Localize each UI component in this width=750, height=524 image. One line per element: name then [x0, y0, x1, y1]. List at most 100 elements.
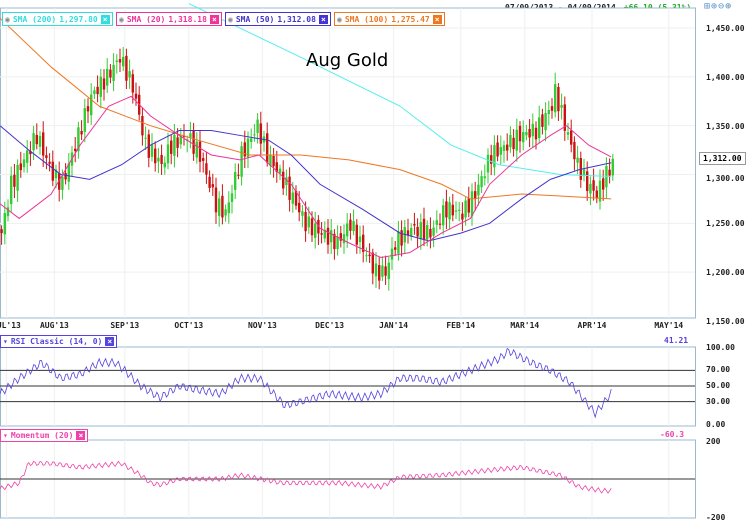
- candle-body: [99, 76, 102, 97]
- candle-body: [189, 133, 192, 138]
- crosshair-icon[interactable]: ⊞: [704, 1, 711, 12]
- candle-body: [589, 183, 592, 194]
- rsi-tick: 100.00: [706, 343, 735, 352]
- candle-body: [208, 176, 211, 188]
- close-icon[interactable]: ×: [76, 431, 86, 440]
- candle-body: [154, 148, 157, 164]
- candle-body: [29, 151, 32, 155]
- radio-icon[interactable]: ◉: [5, 14, 10, 24]
- x-tick: AUG'13: [39, 321, 69, 330]
- radio-icon[interactable]: ◉: [337, 14, 342, 24]
- candle-body: [541, 114, 544, 127]
- candle-body: [554, 84, 557, 113]
- candle-body: [102, 78, 106, 90]
- toolbar: ⊞ ⊕ ⊖ ⊛: [704, 1, 731, 12]
- candle-body: [426, 225, 429, 240]
- candle-body: [13, 174, 16, 187]
- candle-body: [416, 226, 419, 237]
- candle-body: [563, 104, 566, 131]
- rsi-header[interactable]: ▾ RSI Classic (14, 0) ×: [0, 335, 118, 348]
- candle-body: [461, 213, 464, 220]
- candle-body: [298, 202, 301, 213]
- candle-body: [125, 55, 128, 81]
- candle-body: [160, 154, 163, 164]
- candle-body: [22, 159, 26, 168]
- candle-body: [512, 137, 515, 150]
- candle-body: [515, 129, 518, 151]
- candle-body: [243, 142, 246, 157]
- radio-icon[interactable]: ◉: [119, 14, 124, 24]
- candle-body: [122, 56, 125, 67]
- zoom-out-icon[interactable]: ⊖: [718, 1, 725, 12]
- candle-body: [240, 146, 243, 177]
- close-icon[interactable]: ×: [432, 14, 442, 24]
- x-tick: DEC'13: [315, 321, 345, 330]
- candle-body: [381, 265, 384, 277]
- legend-item[interactable]: ◉ SMA (20) 1,318.18 ×: [116, 12, 222, 26]
- legend-value: 1,275.47: [391, 14, 430, 24]
- candle-body: [250, 138, 253, 142]
- candle-body: [131, 74, 134, 93]
- candle-body: [275, 162, 278, 173]
- zoom-in-icon[interactable]: ⊕: [711, 1, 718, 12]
- candle-body: [118, 59, 122, 63]
- candle-body: [291, 192, 294, 204]
- candle-body: [173, 134, 176, 156]
- candle-body: [192, 130, 195, 154]
- candle-body: [234, 171, 237, 190]
- candle-body: [474, 191, 477, 200]
- legend-label: SMA (20): [126, 14, 166, 24]
- candle-body: [67, 163, 70, 182]
- candle-body: [531, 123, 534, 137]
- legend-item[interactable]: ◉ SMA (50) 1,312.08 ×: [225, 12, 331, 26]
- y-tick: 1,400.00: [706, 73, 745, 82]
- candle-body: [598, 180, 602, 202]
- x-tick: JAN'14: [379, 321, 409, 330]
- candle-body: [534, 127, 538, 140]
- close-icon[interactable]: ×: [318, 14, 328, 24]
- candle-body: [26, 150, 29, 163]
- close-icon[interactable]: ×: [100, 14, 110, 24]
- momentum-value: -60.3: [660, 430, 685, 439]
- candle-body: [253, 134, 256, 136]
- y-tick: 1,200.00: [706, 268, 745, 277]
- candle-body: [538, 117, 541, 139]
- sma-line: [0, 95, 612, 259]
- candle-body: [595, 190, 598, 198]
- candle-body: [525, 132, 528, 136]
- candle-body: [198, 141, 202, 162]
- candle-body: [518, 125, 522, 142]
- candle-body: [310, 218, 314, 236]
- candle-body: [326, 227, 330, 245]
- candle-body: [422, 218, 426, 241]
- momentum-header[interactable]: ▾ Momentum (20) ×: [0, 429, 89, 442]
- legend-item[interactable]: ◉ SMA (100) 1,275.47 ×: [334, 12, 445, 26]
- candle-body: [214, 187, 218, 213]
- candle-body: [35, 134, 38, 145]
- candle-body: [96, 86, 99, 95]
- candle-body: [106, 68, 109, 86]
- candle-body: [438, 223, 442, 225]
- candle-body: [368, 254, 371, 257]
- candle-body: [288, 176, 291, 200]
- candle-body: [10, 175, 13, 205]
- candle-body: [128, 71, 131, 78]
- candle-body: [112, 64, 115, 81]
- close-icon[interactable]: ×: [209, 14, 219, 24]
- candle-body: [54, 169, 58, 179]
- candle-body: [282, 171, 285, 189]
- candle-body: [115, 60, 118, 62]
- candle-body: [509, 134, 512, 148]
- x-tick: MAR'14: [510, 321, 540, 330]
- rsi-line: [0, 347, 612, 419]
- candle-body: [432, 227, 435, 236]
- radio-icon[interactable]: ◉: [228, 14, 233, 24]
- candle-body: [400, 230, 403, 246]
- candle-body: [339, 233, 342, 241]
- candle-body: [58, 173, 61, 190]
- close-icon[interactable]: ×: [105, 337, 115, 346]
- zoom-reset-icon[interactable]: ⊛: [725, 1, 732, 12]
- candle-body: [16, 164, 19, 191]
- legend-item[interactable]: ◉ SMA (200) 1,297.80 ×: [2, 12, 113, 26]
